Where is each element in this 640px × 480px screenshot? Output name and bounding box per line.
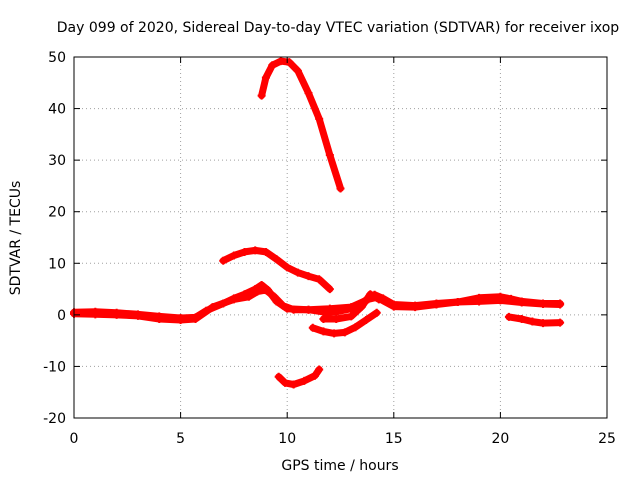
data-point-arc-2-9 bbox=[244, 292, 253, 301]
data-point-arc-2-17 bbox=[332, 307, 341, 316]
data-point-arc-2-25 bbox=[453, 297, 462, 306]
data-point-arc-4-1 bbox=[261, 73, 270, 82]
data-point-arc-2-22 bbox=[389, 300, 398, 309]
plot-frame bbox=[73, 56, 608, 419]
data-point-arc-2-13 bbox=[278, 301, 287, 310]
x-ticks: 0 5 10 15 20 25 bbox=[70, 57, 616, 447]
x-tick-label: 15 bbox=[385, 431, 403, 447]
data-point-arc-3-7 bbox=[293, 268, 302, 277]
data-point-arc-7-0 bbox=[274, 372, 283, 381]
data-point-arc-6-5 bbox=[374, 295, 383, 304]
y-tick-label: -20 bbox=[43, 411, 66, 427]
data-point-arc-2-27 bbox=[496, 296, 505, 305]
data-point-arc-2-14 bbox=[289, 305, 298, 314]
x-tick-label: 20 bbox=[491, 431, 509, 447]
data-point-arc-3-2 bbox=[240, 247, 249, 256]
data-point-arc-7-3 bbox=[300, 376, 309, 385]
x-tick-label: 0 bbox=[70, 431, 79, 447]
data-point-arc-2-24 bbox=[432, 299, 441, 308]
data-point-arc-2-1 bbox=[91, 310, 100, 319]
data-point-arc-2-23 bbox=[411, 301, 420, 310]
data-point-arc-4-9 bbox=[336, 184, 345, 193]
y-tick-label: 40 bbox=[48, 102, 66, 118]
data-point-arc-6-1 bbox=[332, 314, 341, 323]
data-point-arc-3-9 bbox=[315, 275, 324, 284]
data-point-arc-2-11 bbox=[261, 286, 270, 295]
data-point-arc-4-7 bbox=[315, 114, 324, 123]
data-point-arc-5-1 bbox=[319, 327, 328, 336]
data-point-arc-4-3 bbox=[276, 57, 285, 66]
y-tick-label: 10 bbox=[48, 256, 66, 272]
data-point-arc-4-5 bbox=[293, 66, 302, 75]
data-point-arc-5-5 bbox=[362, 316, 371, 325]
x-tick-label: 10 bbox=[278, 431, 296, 447]
data-point-arc-2-5 bbox=[176, 316, 185, 325]
data-point-arc-2-2 bbox=[112, 310, 121, 319]
data-point-arc-2-3 bbox=[133, 311, 142, 320]
data-point-arc-5-2 bbox=[330, 329, 339, 338]
data-point-arc-4-4 bbox=[285, 58, 294, 67]
data-point-arc-3-0 bbox=[219, 256, 228, 265]
y-tick-label: -10 bbox=[43, 359, 66, 375]
data-point-arc-6-3 bbox=[357, 302, 366, 311]
data-point-arc-4-2 bbox=[268, 61, 277, 70]
y-tick-label: 50 bbox=[48, 50, 66, 66]
data-point-arc-4-0 bbox=[257, 91, 266, 100]
x-tick-label: 25 bbox=[598, 431, 616, 447]
data-series bbox=[70, 57, 565, 389]
data-point-arc-3-10 bbox=[325, 285, 334, 294]
data-point-arc-7-5 bbox=[315, 365, 324, 374]
y-tick-label: 0 bbox=[57, 308, 66, 324]
data-point-arc-2-30 bbox=[556, 300, 565, 309]
data-point-arc-2-6 bbox=[191, 314, 200, 323]
data-point-arc-2-28 bbox=[517, 298, 526, 307]
data-point-arc-3-3 bbox=[251, 246, 260, 255]
data-point-arc-5-6 bbox=[372, 308, 381, 317]
data-point-arc-4-6 bbox=[304, 89, 313, 98]
data-point-arc-3-6 bbox=[283, 263, 292, 272]
data-point-arc-2-15 bbox=[304, 305, 313, 314]
data-point-arc-2-12 bbox=[270, 292, 279, 301]
chart-title: Day 099 of 2020, Sidereal Day-to-day VTE… bbox=[57, 20, 620, 36]
data-point-arc-6-0 bbox=[319, 314, 328, 323]
series-arc-4 bbox=[258, 57, 344, 192]
data-point-arc-2-10 bbox=[253, 287, 262, 296]
data-point-arc-7-4 bbox=[310, 371, 319, 380]
data-point-arc-2-8 bbox=[229, 295, 238, 304]
x-tick-label: 5 bbox=[176, 431, 185, 447]
data-point-arc-2-4 bbox=[155, 314, 164, 323]
data-point-arc-5-3 bbox=[340, 328, 349, 337]
y-ticks: -20 -10 0 10 20 30 40 50 bbox=[43, 50, 607, 427]
data-point-arc-3-5 bbox=[272, 255, 281, 264]
data-point-arc-8-3 bbox=[539, 319, 548, 328]
grid bbox=[74, 57, 607, 418]
data-point-arc-5-0 bbox=[308, 323, 317, 332]
data-point-arc-7-1 bbox=[281, 378, 290, 387]
data-point-arc-5-4 bbox=[351, 323, 360, 332]
data-point-arc-2-18 bbox=[347, 304, 356, 313]
data-point-arc-3-4 bbox=[261, 247, 270, 256]
data-point-arc-4-8 bbox=[325, 150, 334, 159]
data-point-arc-6-4 bbox=[366, 290, 375, 299]
data-point-arc-6-2 bbox=[347, 312, 356, 321]
y-tick-label: 30 bbox=[48, 153, 66, 169]
data-point-arc-8-4 bbox=[556, 318, 565, 327]
data-point-arc-8-0 bbox=[504, 312, 513, 321]
data-point-arc-2-7 bbox=[208, 303, 217, 312]
data-point-arc-3-8 bbox=[304, 272, 313, 281]
y-axis-title: SDTVAR / TECUs bbox=[8, 181, 24, 296]
x-axis-title: GPS time / hours bbox=[281, 458, 398, 474]
data-point-arc-2-29 bbox=[539, 300, 548, 309]
data-point-arc-2-16 bbox=[321, 308, 330, 317]
data-point-arc-2-26 bbox=[475, 297, 484, 306]
data-point-arc-8-2 bbox=[528, 317, 537, 326]
data-point-arc-8-1 bbox=[517, 314, 526, 323]
y-tick-label: 20 bbox=[48, 205, 66, 221]
data-point-arc-7-2 bbox=[289, 380, 298, 389]
data-point-arc-3-1 bbox=[229, 251, 238, 260]
